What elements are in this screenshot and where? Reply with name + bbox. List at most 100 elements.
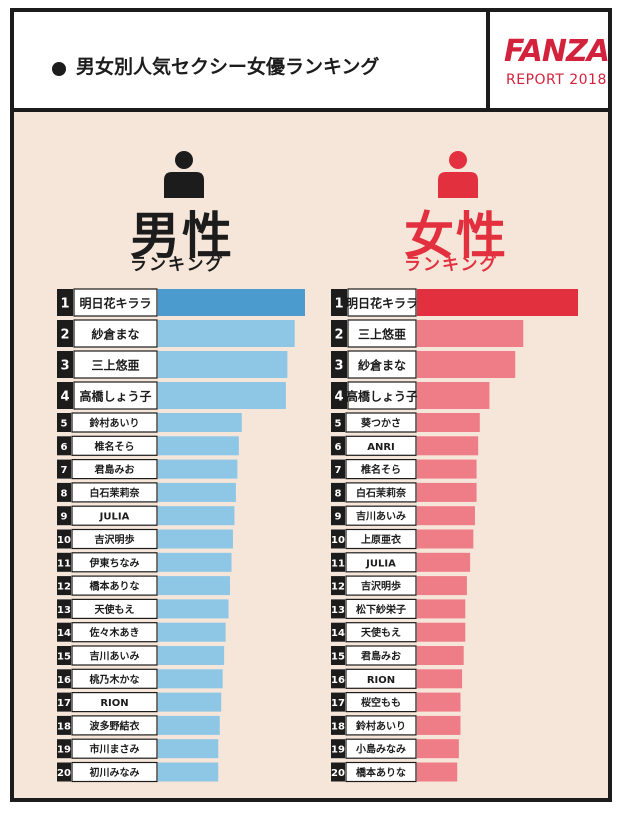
female-name-label-box — [345, 598, 417, 620]
male-name-label: 君島みお — [95, 463, 135, 476]
header-divider — [486, 12, 490, 108]
female-rank-box — [331, 436, 345, 456]
male-name-label: 三上悠亜 — [91, 358, 139, 373]
male-rank-box — [57, 762, 71, 782]
female-bar — [417, 351, 516, 378]
female-bar — [417, 599, 466, 619]
female-rank-number: 16 — [331, 675, 345, 686]
male-name-label-box — [71, 575, 158, 596]
female-name-label: 天使もえ — [361, 626, 401, 639]
male-bar — [158, 715, 220, 735]
male-name-label: RION — [100, 698, 128, 709]
male-name-label-box — [71, 668, 158, 689]
female-name-label-box — [345, 691, 417, 713]
male-rank-box — [57, 646, 71, 665]
female-name-label-box — [345, 622, 417, 643]
female-name-label-box — [345, 738, 417, 759]
female-section-subtitle: ランキング — [404, 255, 499, 275]
male-name-label: 伊東ちなみ — [89, 556, 140, 569]
male-rank-number: 6 — [61, 442, 68, 453]
female-rank-box — [331, 762, 345, 782]
female-rank-box — [331, 506, 345, 526]
female-name-label: 葵つかさ — [361, 417, 401, 430]
female-rank-box — [331, 289, 347, 316]
male-rank-box — [57, 669, 71, 689]
female-name-label-box — [345, 715, 417, 736]
male-name-label-box — [73, 350, 158, 379]
male-name-label-box — [73, 381, 158, 410]
male-name-label-box — [71, 598, 158, 620]
male-rank-box — [57, 459, 71, 479]
male-name-label: JULIA — [99, 512, 130, 523]
female-rank-number: 18 — [331, 721, 345, 732]
male-name-label-box — [71, 691, 158, 713]
female-name-label: 小島みなみ — [355, 743, 406, 756]
female-rank-box — [331, 599, 345, 619]
male-name-label-box — [71, 505, 158, 526]
female-name-label: 鈴村あいり — [356, 719, 406, 732]
female-rank-box — [331, 482, 345, 502]
female-name-label: 高橋しょう子 — [346, 389, 418, 404]
male-rank-number: 18 — [57, 721, 71, 732]
female-bar — [417, 669, 463, 689]
male-name-label-box — [71, 528, 158, 550]
header: 男女別人気セクシー女優ランキング FANZA REPORT 2018 — [14, 12, 610, 112]
female-rank-box — [331, 552, 345, 572]
female-rank-number: 3 — [334, 359, 343, 374]
female-bar — [417, 576, 467, 596]
female-name-label: 君島みお — [361, 650, 401, 663]
female-rank-number: 6 — [335, 442, 342, 453]
male-bar — [158, 599, 229, 619]
female-name-label-box — [347, 350, 417, 379]
female-rank-number: 4 — [334, 390, 343, 405]
male-rank-box — [57, 482, 71, 502]
male-rank-number: 12 — [57, 582, 71, 593]
male-bar — [158, 646, 225, 665]
male-bar — [158, 459, 238, 479]
male-rank-number: 11 — [57, 558, 71, 569]
male-name-label-box — [71, 715, 158, 736]
male-rank-box — [57, 320, 73, 347]
male-name-label: 吉沢明歩 — [95, 533, 135, 546]
female-rank-box — [331, 320, 347, 347]
page-title: 男女別人気セクシー女優ランキング — [76, 56, 380, 78]
female-name-label: ANRI — [367, 442, 395, 453]
male-name-label: 初川みなみ — [90, 766, 140, 779]
male-rank-number: 4 — [60, 390, 69, 405]
male-rank-box — [57, 552, 71, 572]
male-rank-box — [57, 436, 71, 456]
male-section-title: 男性 — [130, 207, 234, 265]
male-name-label-box — [71, 552, 158, 573]
logo-brand: FANZA — [504, 34, 610, 69]
female-rank-box — [331, 715, 345, 735]
female-rank-number: 1 — [334, 297, 343, 312]
male-name-label: 高橋しょう子 — [79, 389, 151, 404]
female-name-label: 紗倉まな — [358, 358, 406, 373]
female-rank-number: 12 — [331, 582, 345, 593]
male-bar — [158, 576, 231, 596]
female-rank-number: 7 — [335, 465, 342, 476]
female-bar — [417, 762, 458, 782]
female-rank-number: 19 — [331, 745, 345, 756]
male-rank-number: 5 — [61, 419, 68, 430]
female-name-label-box — [345, 528, 417, 550]
female-name-label: 吉川あいみ — [356, 510, 406, 523]
female-rank-box — [331, 622, 345, 642]
female-name-label: 椎名そら — [360, 463, 401, 476]
male-rank-box — [57, 382, 73, 409]
male-name-label: 椎名そら — [94, 440, 135, 453]
male-name-label: 橋本ありな — [90, 580, 140, 593]
male-rank-number: 20 — [57, 768, 71, 779]
male-rank-box — [57, 289, 73, 316]
male-bar — [158, 669, 223, 689]
female-rank-number: 15 — [331, 652, 345, 663]
male-bar — [158, 382, 286, 409]
female-name-label-box — [345, 459, 417, 480]
male-rank-number: 3 — [60, 359, 69, 374]
male-bar — [158, 692, 222, 712]
female-bar — [417, 739, 459, 759]
female-rank-box — [331, 459, 345, 479]
female-bar — [417, 459, 477, 479]
male-name-label-box — [71, 761, 158, 783]
